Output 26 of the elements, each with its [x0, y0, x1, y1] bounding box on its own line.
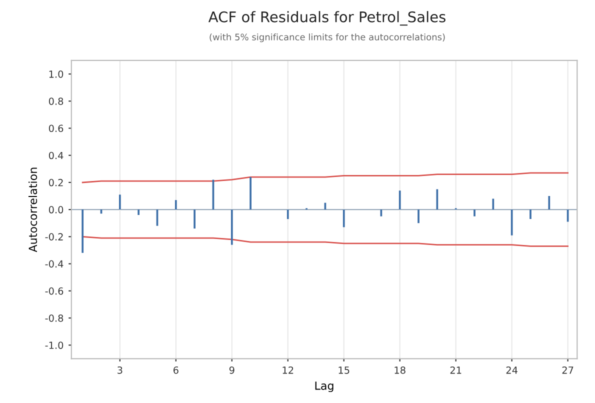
chart-subtitle: (with 5% significance limits for the autocorrelations) [210, 33, 445, 42]
line-series [82, 172, 569, 184]
x-tick-label: 12 [282, 366, 294, 374]
y-tick-label: -0.2 [45, 233, 63, 241]
y-tick-label: -0.6 [45, 287, 64, 295]
x-tick-label: 15 [338, 366, 350, 374]
y-tick-label: -1.0 [45, 342, 64, 349]
y-tick-label: -0.8 [45, 314, 64, 322]
y-tick-label: 1.0 [49, 70, 64, 78]
chart-title: ACF of Residuals for Petrol_Sales [208, 11, 446, 26]
y-tick-label: 0.8 [48, 98, 64, 105]
y-tick-label: 0.0 [48, 206, 64, 214]
x-tick-label: 18 [394, 366, 406, 374]
y-tick-label: -0.4 [45, 260, 64, 268]
y-tick-label: 0.6 [48, 124, 64, 132]
y-axis-title: Autocorrelation [28, 168, 38, 252]
x-tick-label: 3 [118, 366, 122, 374]
y-tick-label: 0.4 [48, 152, 64, 160]
line-series [82, 236, 569, 247]
y-tick-label: 0.2 [48, 178, 63, 186]
x-tick-label: 9 [229, 366, 234, 374]
x-tick-label: 6 [173, 366, 178, 374]
x-tick-label: 21 [450, 366, 462, 374]
x-tick-label: 24 [506, 366, 518, 374]
x-axis-title: Lag [315, 382, 334, 392]
x-tick-label: 27 [562, 366, 574, 374]
